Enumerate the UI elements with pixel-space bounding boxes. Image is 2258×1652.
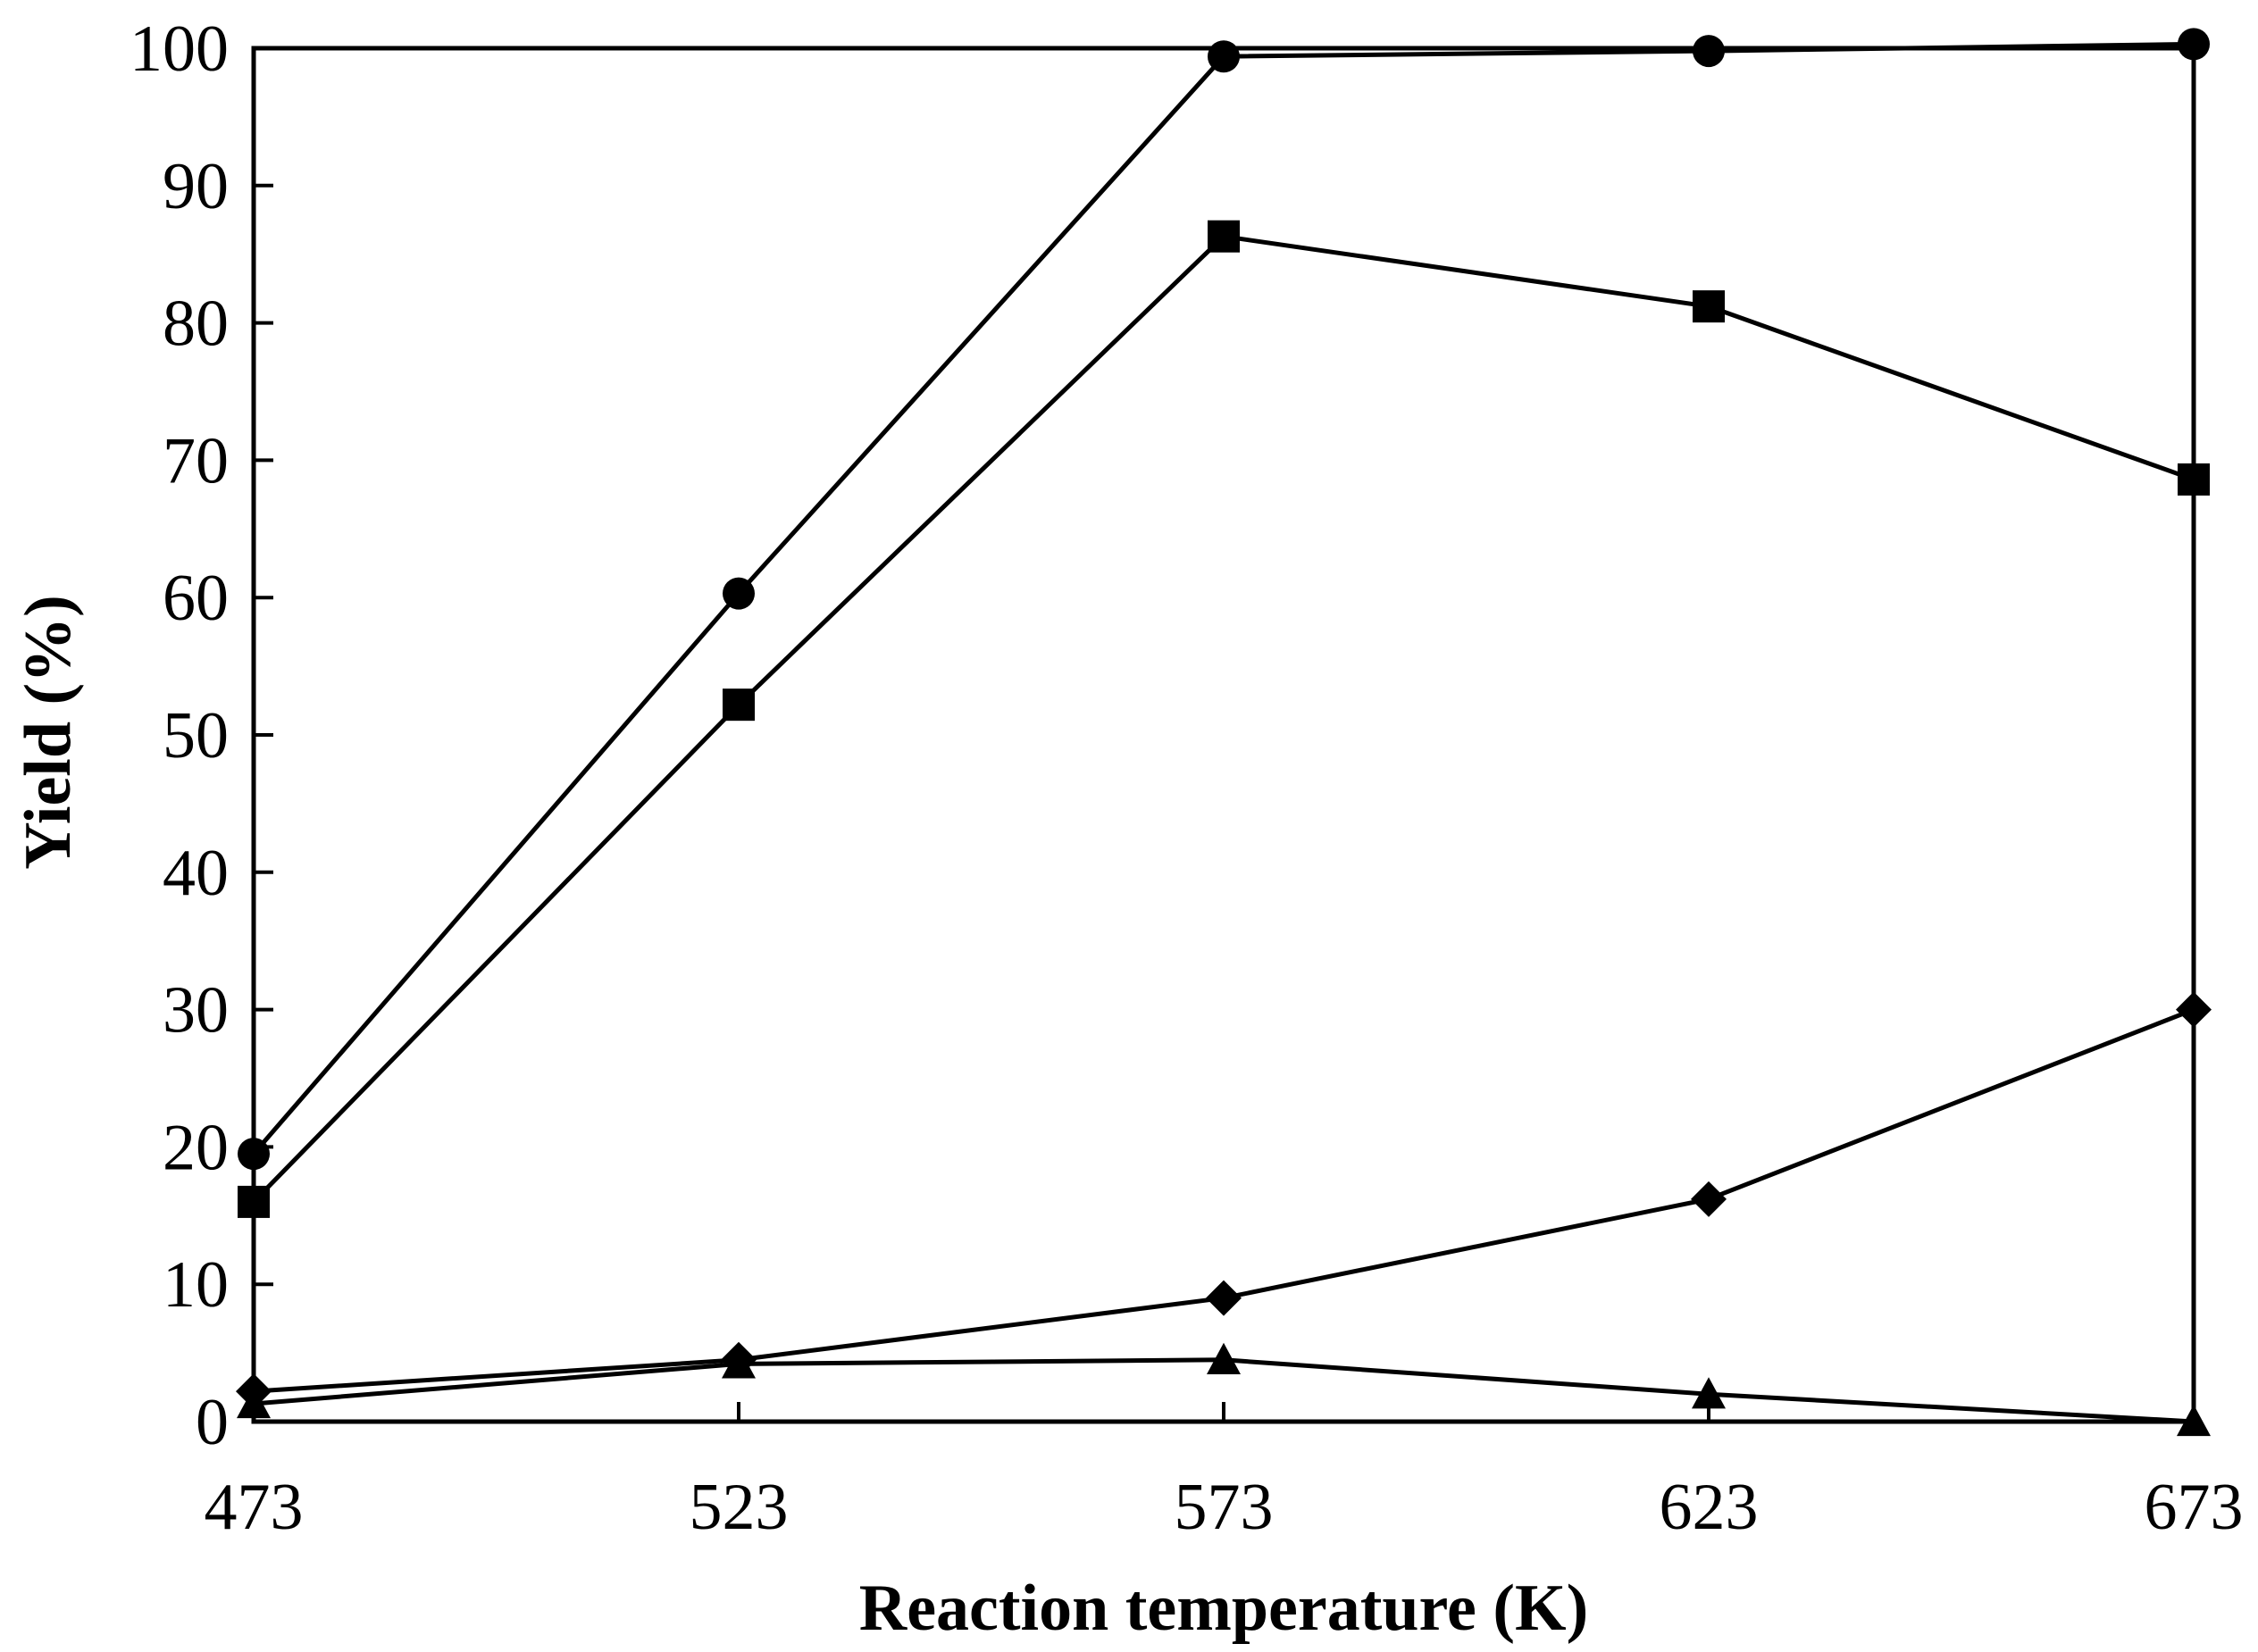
circle-series-line	[252, 41, 2195, 1156]
diamond-series-line	[253, 1007, 2195, 1394]
y-tick-label: 10	[163, 1248, 229, 1322]
x-tick-label: 673	[2145, 1471, 2244, 1544]
y-tick-label: 40	[163, 837, 229, 910]
triangle-point	[1692, 1377, 1726, 1409]
circle-point	[1208, 40, 1240, 73]
circle-point	[238, 1138, 270, 1171]
square-point	[238, 1185, 270, 1218]
x-tick-label: 523	[690, 1471, 789, 1544]
circle-point	[723, 577, 755, 610]
diamond-point	[1691, 1181, 1727, 1217]
plot-area	[236, 28, 2212, 1437]
y-tick-label: 50	[163, 699, 229, 772]
x-axis-title: Reaction temperature (K)	[859, 1572, 1588, 1645]
diamond-point	[2176, 991, 2212, 1028]
y-tick-label: 100	[130, 13, 229, 86]
x-tick-label: 623	[1660, 1471, 1759, 1544]
x-tick-label: 473	[205, 1471, 304, 1544]
square-point	[1208, 220, 1240, 253]
x-axis: 473 523 573 623 673	[205, 1402, 2244, 1544]
square-point	[1693, 290, 1725, 323]
triangle-point	[1207, 1342, 1241, 1374]
square-point	[2178, 463, 2210, 496]
diamond-point	[1206, 1280, 1242, 1316]
y-axis-title: Yield (%)	[12, 595, 85, 870]
circle-point	[1693, 35, 1725, 68]
square-point	[723, 688, 755, 722]
y-axis: 0 10 20 30 40 50 60 70 80 90 100	[130, 13, 273, 1459]
y-tick-label: 70	[163, 424, 229, 497]
triangle-point	[722, 1347, 756, 1379]
y-tick-label: 30	[163, 974, 229, 1047]
circle-point	[2178, 28, 2210, 61]
y-tick-label: 60	[163, 562, 229, 635]
y-tick-label: 80	[163, 288, 229, 361]
y-tick-label: 20	[163, 1111, 229, 1184]
square-series-line	[252, 234, 2195, 1204]
y-tick-label: 90	[163, 150, 229, 223]
y-tick-label: 0	[196, 1386, 229, 1459]
plot-frame	[251, 46, 2196, 1424]
x-tick-label: 573	[1175, 1471, 1274, 1544]
